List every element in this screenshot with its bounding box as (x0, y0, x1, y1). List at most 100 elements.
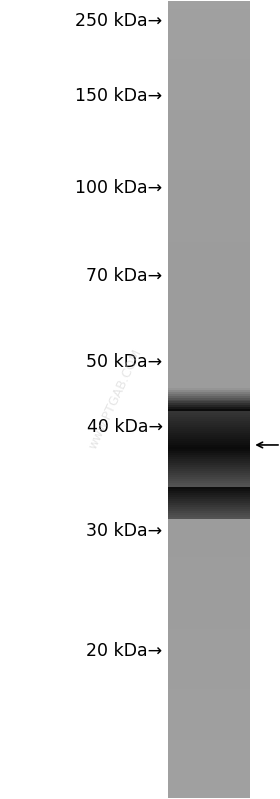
Bar (168, 650, 250, 653)
Bar (168, 332, 250, 334)
Bar (168, 374, 250, 376)
Bar (168, 202, 250, 204)
Bar (168, 721, 250, 722)
Bar (168, 537, 250, 539)
Bar (168, 477, 250, 479)
Bar (168, 491, 250, 493)
Bar (168, 585, 250, 587)
Bar (168, 459, 250, 461)
Bar (168, 186, 250, 188)
Bar (168, 236, 250, 238)
Bar (168, 14, 250, 17)
Bar (168, 310, 250, 312)
Bar (168, 220, 250, 222)
Bar (168, 206, 250, 208)
Bar (168, 603, 250, 605)
Bar (168, 790, 250, 793)
Bar (168, 523, 250, 525)
Bar (168, 65, 250, 66)
Bar (168, 773, 250, 774)
Bar (168, 90, 250, 93)
Bar (168, 82, 250, 85)
Bar (168, 364, 250, 366)
Bar (168, 214, 250, 216)
Bar (168, 633, 250, 634)
Bar (168, 150, 250, 153)
Bar (168, 697, 250, 698)
Bar (168, 320, 250, 322)
Bar (168, 757, 250, 758)
Bar (168, 169, 250, 170)
Bar (168, 69, 250, 70)
Bar (168, 665, 250, 666)
Bar (168, 413, 250, 415)
Bar (168, 653, 250, 654)
Bar (168, 254, 250, 256)
Bar (168, 575, 250, 577)
Bar (168, 360, 250, 362)
Bar (168, 154, 250, 157)
Bar (168, 481, 250, 483)
Bar (168, 407, 250, 409)
Bar (168, 97, 250, 98)
Bar (168, 282, 250, 284)
Bar (168, 400, 250, 401)
Bar (168, 2, 250, 5)
Bar (168, 57, 250, 58)
Bar (168, 9, 250, 10)
Bar (168, 58, 250, 61)
Bar (168, 94, 250, 97)
Bar (168, 601, 250, 603)
Bar (168, 300, 250, 302)
Bar (168, 77, 250, 78)
Bar (168, 288, 250, 290)
Bar (168, 54, 250, 57)
Bar (168, 411, 250, 413)
Bar (168, 172, 250, 174)
Bar (168, 158, 250, 161)
Bar (168, 228, 250, 230)
Bar (168, 794, 250, 797)
Bar (168, 473, 250, 475)
Bar (168, 53, 250, 54)
Bar (168, 232, 250, 234)
Bar (168, 722, 250, 725)
Bar (168, 348, 250, 350)
Text: www.PTGAB.COM: www.PTGAB.COM (86, 348, 144, 451)
Bar (168, 457, 250, 459)
Bar (168, 208, 250, 210)
Bar (168, 298, 250, 300)
Bar (168, 669, 250, 670)
Bar (168, 754, 250, 757)
Bar (168, 403, 250, 405)
Bar (168, 352, 250, 354)
Bar (168, 405, 250, 407)
Bar (168, 670, 250, 673)
Bar (168, 666, 250, 669)
Bar (168, 178, 250, 180)
Bar (168, 81, 250, 82)
Bar (168, 398, 250, 400)
Bar (168, 109, 250, 110)
Bar (168, 38, 250, 41)
Bar (168, 527, 250, 529)
Bar (168, 21, 250, 22)
Bar (168, 750, 250, 753)
Bar (168, 376, 250, 378)
Bar (168, 296, 250, 298)
Bar (168, 419, 250, 421)
Bar (168, 336, 250, 338)
Bar (168, 46, 250, 49)
Bar (168, 292, 250, 294)
Bar (168, 515, 250, 517)
Bar (168, 342, 250, 344)
Bar (168, 264, 250, 266)
Bar (168, 22, 250, 25)
Bar (168, 485, 250, 487)
Bar (168, 182, 250, 184)
Bar (168, 73, 250, 74)
Bar (168, 256, 250, 258)
Bar (168, 541, 250, 543)
Bar (168, 324, 250, 326)
Bar (168, 489, 250, 491)
